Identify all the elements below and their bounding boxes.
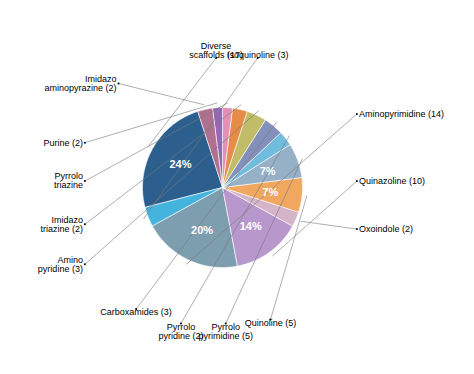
svg-text:Quinoline (5): Quinoline (5) (245, 318, 297, 328)
svg-text:Aminopyrimidine (14): Aminopyrimidine (14) (359, 109, 444, 119)
html-text:scaffolds (17): scaffolds (17) (189, 49, 243, 60)
svg-text:Imidazoaminopyrazine (2): Imidazoaminopyrazine (2) (44, 74, 116, 93)
svg-text:14%: 14% (240, 220, 262, 232)
svg-text:Oxoindole (2): Oxoindole (2) (359, 224, 413, 234)
svg-text:Carboxamides (3): Carboxamides (3) (100, 307, 172, 317)
svg-text:20%: 20% (191, 224, 213, 236)
html-text:Diverse: Diverse (200, 40, 232, 51)
svg-text:Pyrrolopyrimidine (5): Pyrrolopyrimidine (5) (198, 322, 253, 341)
svg-text:24%: 24% (169, 158, 191, 170)
svg-text:7%: 7% (260, 165, 276, 177)
svg-text:Imidazotriazine (2): Imidazotriazine (2) (40, 215, 83, 234)
svg-text:Aminopyridine (3): Aminopyridine (3) (38, 255, 83, 274)
svg-text:Purine (2): Purine (2) (43, 138, 83, 148)
svg-text:Isoquinoline (3): Isoquinoline (3) (227, 50, 289, 60)
svg-text:Pyrrolotriazine: Pyrrolotriazine (54, 171, 83, 190)
svg-text:7%: 7% (262, 186, 278, 198)
svg-text:Quinazoline (10): Quinazoline (10) (359, 176, 425, 186)
svg-text:Pyrrolopyridine (2): Pyrrolopyridine (2) (158, 322, 203, 341)
